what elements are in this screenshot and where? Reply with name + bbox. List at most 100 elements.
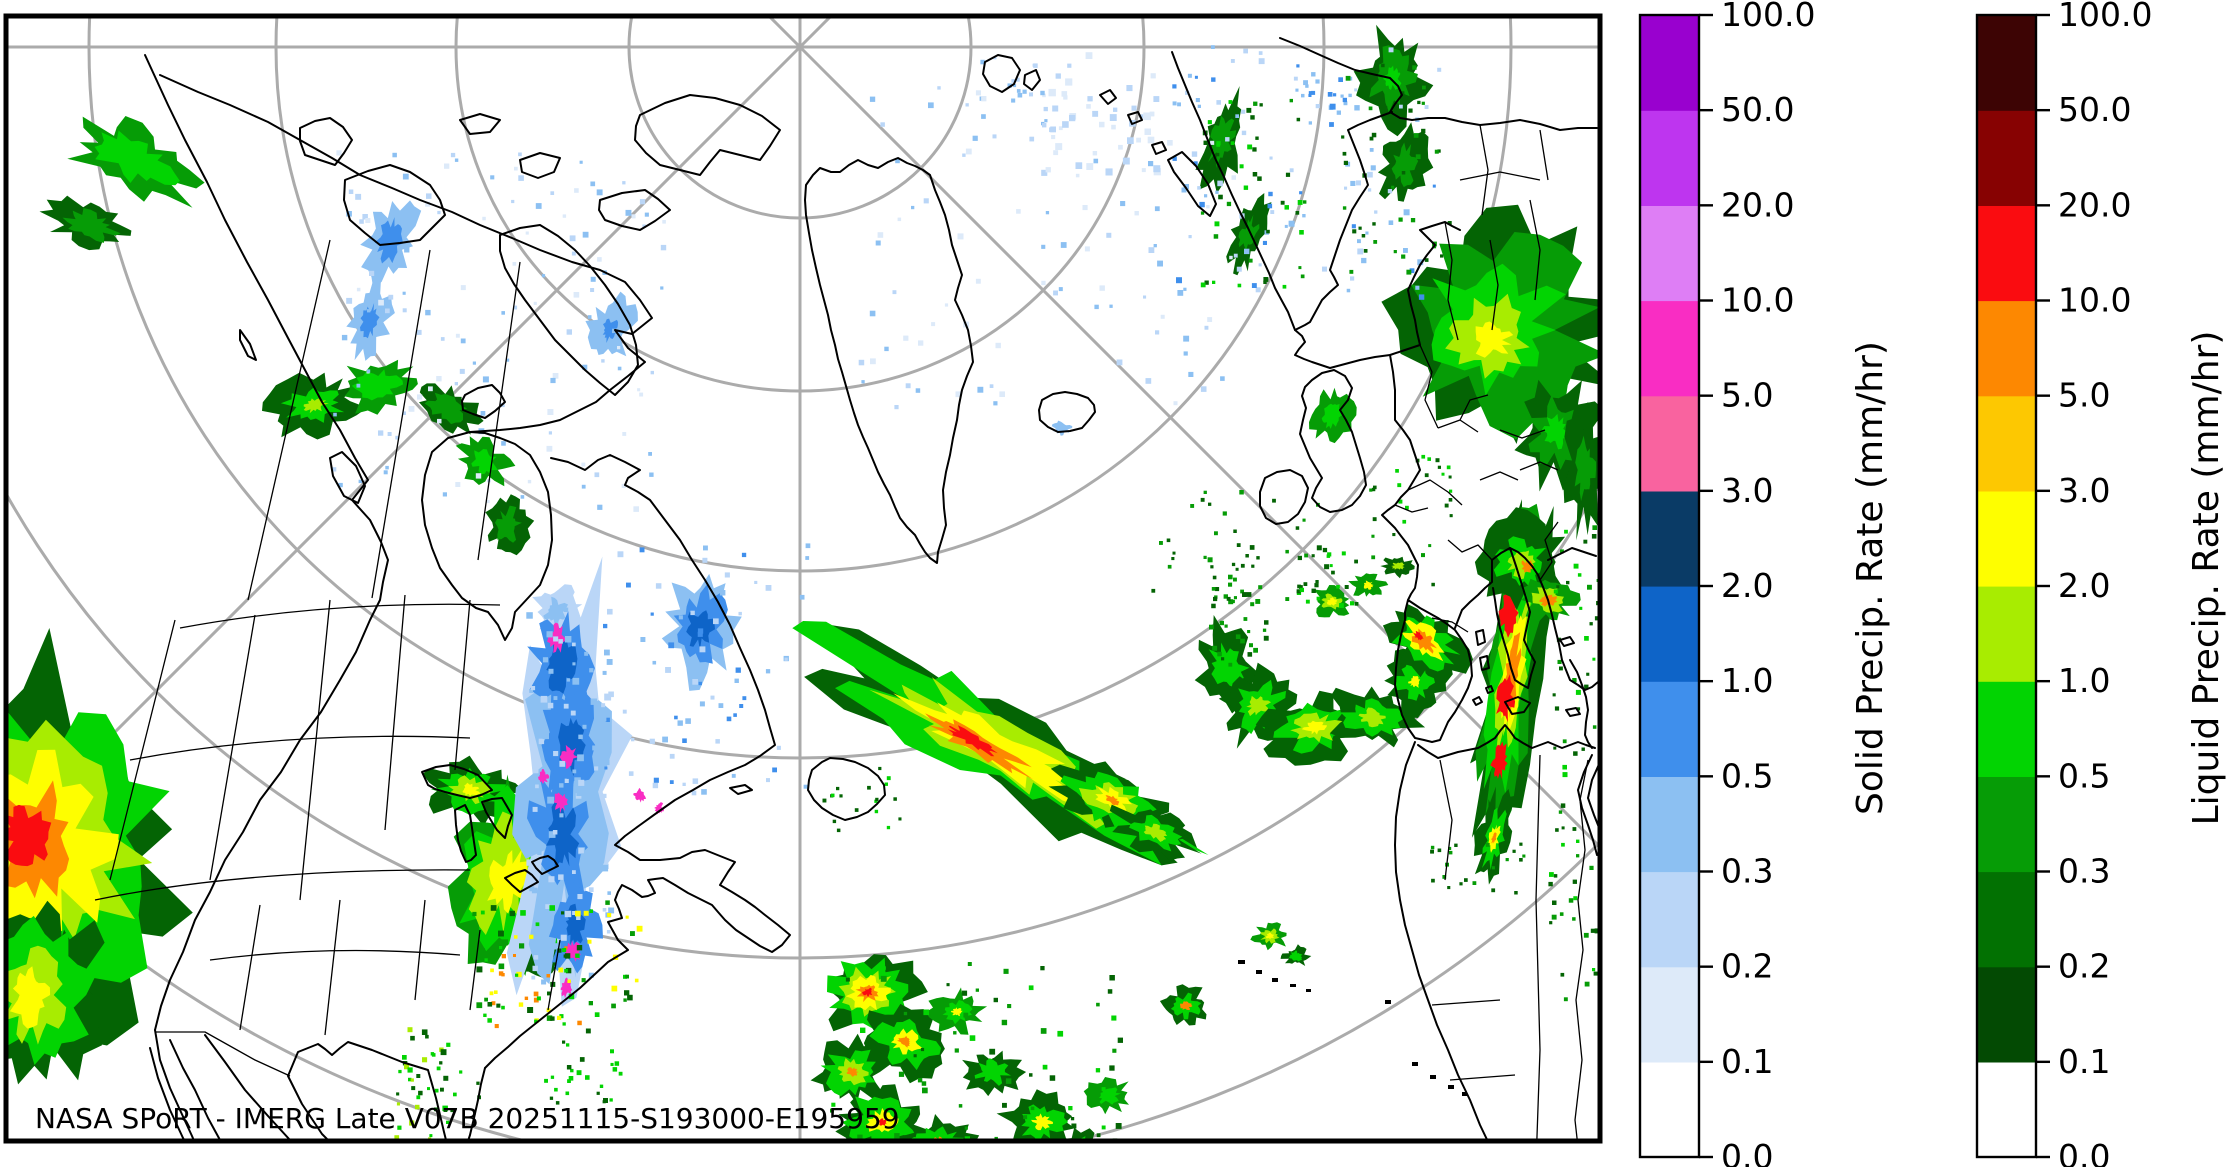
precip-speckle-dot — [1086, 163, 1094, 170]
precip-speckle-dot — [1149, 111, 1155, 117]
precip-speckle-dot — [1361, 257, 1367, 264]
precip-blob-pnw-coast-south — [7, 900, 105, 1085]
solid-colorbar-segment-0.5-1.0 — [1640, 681, 1699, 777]
precip-speckle-dot — [564, 910, 572, 918]
precip-speckle-dot — [1449, 489, 1453, 493]
precip-speckle-dot — [610, 1049, 614, 1054]
precip-speckle-dot — [1211, 77, 1216, 82]
precip-speckle-dot — [1559, 912, 1564, 916]
precip-speckle-dot — [1448, 498, 1453, 502]
precip-speckle-dot — [518, 175, 524, 181]
precip-speckle-dot — [333, 412, 337, 417]
precip-speckle-dot — [1418, 294, 1425, 300]
precip-speckle-dot — [1243, 185, 1249, 190]
precip-speckle-dot — [1401, 91, 1405, 95]
precip-speckle-dot — [1203, 490, 1207, 494]
precip-speckle-dot — [1042, 93, 1046, 98]
precip-speckle-dot — [1240, 589, 1244, 594]
precip-speckle-dot — [1042, 1064, 1048, 1070]
precip-speckle-dot — [662, 220, 666, 224]
precip-speckle-dot — [668, 642, 675, 649]
solid-colorbar-title: Solid Precip. Rate (mm/hr) — [1850, 341, 1891, 815]
liquid-colorbar-segment-0.2-0.3 — [1977, 871, 2036, 968]
precip-speckle-dot — [1263, 635, 1269, 641]
solid-colorbar-tick-label: 2.0 — [1721, 566, 1773, 605]
precip-speckle-dot — [1584, 636, 1589, 641]
precip-speckle-dot — [552, 962, 556, 966]
precip-speckle-dot — [1333, 93, 1337, 97]
solid-colorbar-segment-5.0-10.0 — [1640, 300, 1699, 397]
precip-speckle-dot — [628, 771, 634, 776]
precip-speckle-dot — [1231, 175, 1236, 180]
precip-speckle-dot — [1210, 140, 1215, 145]
precip-blob-layer — [1105, 795, 1120, 806]
precip-speckle-dot — [513, 954, 516, 957]
precip-speckle-dot — [1230, 59, 1235, 63]
precip-speckle-dot — [548, 668, 554, 674]
island-svalbard — [982, 54, 1021, 93]
precip-speckle-dot — [1555, 828, 1559, 832]
precip-blob-layer — [9, 966, 51, 1029]
precip-speckle-dot — [563, 607, 569, 612]
precip-speckle-dot — [533, 768, 539, 774]
solid-colorbar-segment-0.0-0.1 — [1640, 1061, 1699, 1158]
precip-speckle-dot — [1233, 577, 1237, 582]
precip-blob-midatlantic-c-3 — [1255, 690, 1373, 766]
precip-speckle-dot — [1082, 205, 1088, 211]
precip-speckle-dot — [559, 813, 564, 818]
liquid-colorbar-tick-label: 0.2 — [2058, 947, 2110, 986]
precip-blob-italy-red-3 — [1490, 741, 1508, 780]
liquid-colorbar-segment-5.0-10.0 — [1977, 300, 2036, 397]
precip-speckle-dot — [1147, 136, 1155, 144]
precip-speckle-dot — [501, 1005, 505, 1010]
precip-speckle-dot — [1216, 100, 1221, 105]
borders-us-states-meridional — [109, 594, 561, 1036]
precip-speckle-dot — [1053, 290, 1058, 296]
precip-speckle-dot — [1028, 985, 1034, 991]
precip-speckle-dot — [607, 891, 611, 895]
precip-blob-layer — [462, 782, 481, 797]
precip-speckle-dot — [1118, 144, 1123, 150]
precip-speckle-dot — [682, 738, 687, 743]
precip-speckle-dot — [558, 967, 564, 973]
precip-speckle-dot — [1569, 595, 1573, 599]
precip-speckle-dot — [482, 376, 489, 383]
precip-speckle-dot — [967, 962, 972, 966]
precip-speckle-dot — [649, 472, 654, 477]
precip-blob-tropics-2 — [863, 1003, 945, 1084]
precip-speckle-dot — [1589, 622, 1593, 626]
precip-speckle-dot — [568, 993, 575, 1000]
precip-speckle-dot — [398, 1069, 402, 1074]
precip-speckle-dot — [1241, 130, 1247, 136]
precip-speckle-dot — [754, 580, 758, 584]
precip-speckle-dot — [557, 948, 562, 953]
precip-speckle-dot — [1227, 637, 1233, 643]
precip-speckle-dot — [884, 782, 888, 786]
precip-speckle-dot — [566, 678, 570, 682]
precip-speckle-dot — [1068, 1106, 1073, 1111]
precip-speckle-dot — [542, 657, 549, 663]
precip-speckle-dot — [1387, 189, 1393, 194]
precip-speckle-dot — [1033, 63, 1038, 68]
precip-blob-midatlantic-c-4 — [1329, 686, 1426, 748]
precip-speckle-dot — [594, 472, 600, 478]
precip-speckle-dot — [577, 754, 584, 762]
precip-speckle-dot — [1303, 80, 1308, 86]
precip-blob-layer — [546, 801, 580, 869]
precip-blob-layer — [7, 804, 52, 867]
precip-speckle-dot — [578, 734, 583, 740]
precip-speckle-dot — [1148, 161, 1154, 167]
precip-speckle-dot — [496, 1003, 501, 1008]
lake-ontario — [531, 855, 559, 875]
precip-speckle-dot — [575, 953, 580, 958]
precip-speckle-dot — [402, 1055, 407, 1060]
precip-speckle-dot — [367, 309, 371, 313]
precip-speckle-dot — [454, 158, 459, 162]
precip-speckle-dot — [544, 961, 552, 968]
liquid-colorbar-segment-0.5-1.0 — [1977, 681, 2036, 777]
precip-speckle-dot — [599, 1084, 604, 1088]
precip-speckle-dot — [338, 482, 343, 488]
precip-blob-layer — [495, 505, 522, 543]
precip-speckle-dot — [1354, 88, 1358, 92]
precip-speckle-dot — [408, 1077, 412, 1082]
